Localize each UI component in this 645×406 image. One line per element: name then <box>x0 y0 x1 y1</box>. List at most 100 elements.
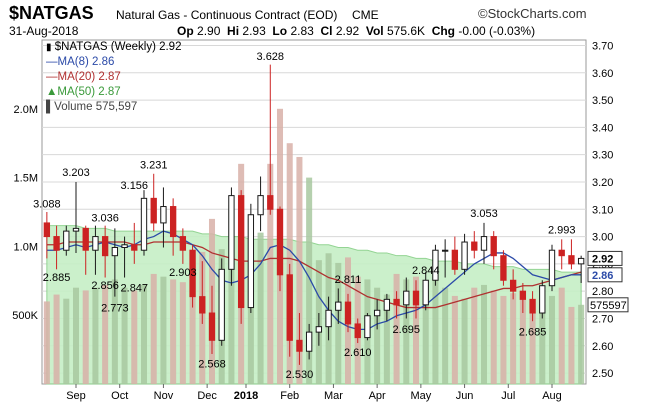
candle-body <box>568 255 575 265</box>
candle-body <box>92 236 99 251</box>
volume-value: 575.6K <box>386 24 426 38</box>
legend-ma50: ▲MA(50) 2.87 <box>46 86 121 98</box>
volume-bar <box>228 205 235 384</box>
candle-body <box>490 236 497 257</box>
high-label: Hi <box>227 24 240 38</box>
volume-bar <box>442 287 449 384</box>
volume-bar <box>150 273 157 384</box>
price-annotation: 2.568 <box>198 359 226 371</box>
candle-body <box>43 222 51 238</box>
volume-bar <box>53 294 60 384</box>
volume-bar <box>72 287 80 384</box>
close-label: Cl <box>320 24 333 38</box>
candle-body <box>247 214 255 309</box>
x-tick-label: Nov <box>154 390 174 402</box>
price-annotation: 2.695 <box>393 324 421 336</box>
x-tick-label: 2018 <box>234 390 258 402</box>
exchange-label: CME <box>352 8 379 22</box>
volume-bar <box>578 304 585 384</box>
candle-body <box>257 195 264 216</box>
candle-body <box>383 298 391 311</box>
x-tick-label: Sep <box>66 390 86 402</box>
volume-bar <box>82 290 89 384</box>
close-value: 2.92 <box>335 24 360 38</box>
candle-body <box>548 249 556 287</box>
volume-bar <box>393 273 400 384</box>
volume-bar <box>257 232 264 384</box>
legend: ▮ $NATGAS (Weekly) 2.92 —MA(8) 2.86 —MA(… <box>46 40 181 115</box>
candle-body <box>519 290 527 300</box>
price-annotation: 2.856 <box>91 280 119 292</box>
candle-body <box>577 257 585 265</box>
x-tick-label: May <box>410 390 431 402</box>
volume-bar <box>510 293 517 384</box>
volume-label: Vol <box>365 24 384 38</box>
candle-body <box>441 249 449 252</box>
candle-body <box>500 255 507 281</box>
price-tick-label: 3.10 <box>592 204 613 216</box>
price-annotation: 3.203 <box>62 167 90 179</box>
candle-body <box>179 236 187 251</box>
x-tick-label: Oct <box>111 390 128 402</box>
volume-bar <box>170 279 177 384</box>
candle-body <box>63 230 70 251</box>
price-annotation: 3.231 <box>140 160 168 172</box>
x-tick-label: Feb <box>280 390 299 402</box>
price-annotation: 2.844 <box>412 265 440 277</box>
candle-body <box>189 249 196 298</box>
candle-body <box>169 206 177 238</box>
candle-body <box>111 246 119 257</box>
volume-bar <box>374 287 381 384</box>
candle-body <box>403 290 410 306</box>
candle-body <box>82 227 89 251</box>
candle-body <box>150 197 157 224</box>
candle-body <box>373 309 381 317</box>
price-annotation: 2.847 <box>121 282 149 294</box>
volume-bar <box>519 298 526 384</box>
last-price-tag-box <box>587 250 623 266</box>
volume-bar <box>306 177 313 384</box>
price-tick-label: 3.00 <box>592 232 613 244</box>
price-tick-label: 3.30 <box>592 150 613 162</box>
volume-bar <box>422 284 429 384</box>
price-tick-label: 3.50 <box>592 95 613 107</box>
volume-bar <box>111 279 118 384</box>
high-value: 2.93 <box>242 24 266 38</box>
candle-body <box>53 236 60 251</box>
volume-bar <box>286 143 293 384</box>
candle-body <box>296 339 303 352</box>
volume-bar <box>140 284 148 384</box>
volume-bar <box>412 276 420 384</box>
candle-body <box>276 208 284 276</box>
change-value: -0.00 (-0.03%) <box>458 24 536 38</box>
volume-bar <box>451 295 458 384</box>
candle-body <box>451 249 459 270</box>
candle-body <box>354 323 361 339</box>
candle-body <box>344 301 352 325</box>
candle-body <box>364 315 371 339</box>
x-tick-label: Apr <box>369 390 386 402</box>
price-annotation: 3.628 <box>257 51 285 63</box>
volume-bar <box>548 295 556 384</box>
volume-bar <box>480 284 488 384</box>
stockcharts-logo: ©StockCharts.com <box>478 6 587 21</box>
candle-body <box>131 244 138 251</box>
price-annotation: 2.530 <box>286 369 314 381</box>
line-icon: — <box>46 71 58 83</box>
candle-body <box>218 268 225 341</box>
price-tick-label: 3.70 <box>592 40 613 52</box>
legend-volume: ▌Volume 575,597 <box>46 101 138 113</box>
volume-bar <box>179 282 186 384</box>
volume-tick-label: 1.5M <box>14 173 38 185</box>
candle-body <box>208 312 216 341</box>
volume-bar <box>461 298 468 384</box>
price-tick-label: 3.60 <box>592 68 613 80</box>
bars-icon: ▌ <box>46 101 55 113</box>
x-tick-label: Mar <box>324 390 343 402</box>
price-tick-label: 3.20 <box>592 177 613 189</box>
volume-bar <box>102 284 109 384</box>
volume-bar <box>63 298 70 384</box>
price-tick-label: 2.70 <box>592 313 613 325</box>
volume-bar <box>296 156 303 384</box>
candle-body <box>539 285 546 314</box>
